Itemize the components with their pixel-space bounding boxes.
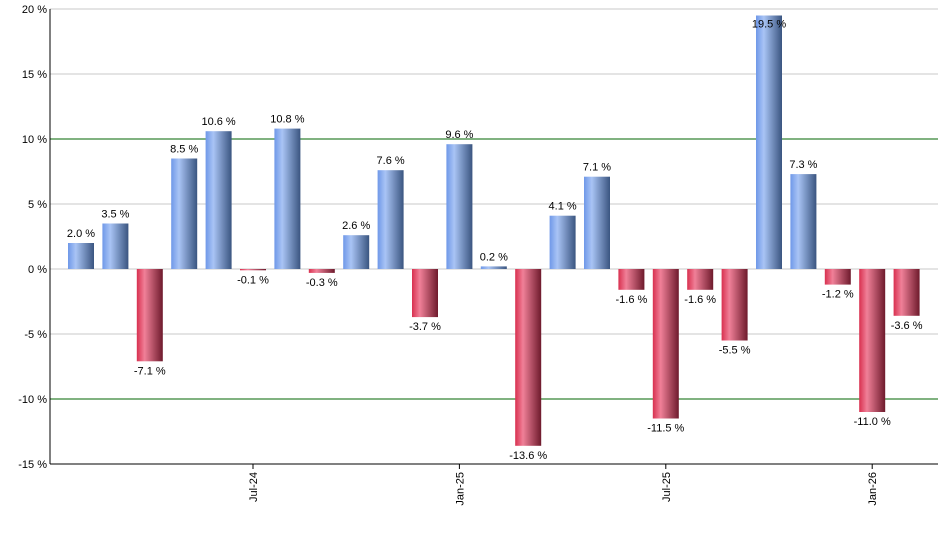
bar (859, 269, 886, 412)
data-label: 2.0 % (67, 228, 95, 240)
bar (136, 269, 163, 362)
data-label: 9.6 % (445, 129, 473, 141)
data-label: 7.3 % (789, 159, 817, 171)
bar (618, 269, 645, 290)
bar (721, 269, 748, 341)
data-label: 19.5 % (752, 19, 786, 31)
data-label: 7.6 % (377, 155, 405, 167)
bar (205, 131, 232, 269)
bar (171, 158, 198, 269)
data-label: -3.7 % (409, 321, 441, 333)
bar (584, 176, 610, 269)
bar (446, 144, 473, 269)
bar (343, 235, 370, 269)
bar (102, 223, 129, 269)
bars (68, 15, 920, 446)
y-tick-label: 15 % (22, 69, 47, 81)
y-tick-label: -10 % (18, 394, 47, 406)
axes: 20 % 15 % 10 % 5 % 0 % -5 % -10 % -15 % Jul-24 Ja… (18, 4, 938, 506)
x-tick-label: Jan-26 (867, 472, 879, 506)
data-label: -13.6 % (509, 450, 547, 462)
bar (824, 269, 851, 285)
data-label: -3.6 % (891, 320, 923, 332)
bar (549, 215, 576, 269)
data-label: -0.3 % (306, 277, 338, 289)
data-label: -1.6 % (616, 294, 648, 306)
data-label: -1.2 % (822, 289, 854, 301)
bar (377, 170, 404, 269)
data-label: -0.1 % (237, 274, 269, 286)
x-tick-label: Jan-25 (454, 472, 466, 506)
bar (412, 269, 438, 318)
bar (790, 174, 817, 269)
bar (893, 269, 920, 316)
data-label: 8.5 % (170, 144, 198, 156)
data-label: -5.5 % (719, 345, 751, 357)
y-tick-label: 0 % (28, 264, 47, 276)
data-label: 3.5 % (101, 209, 129, 221)
data-label: -11.5 % (647, 423, 684, 435)
data-label: 2.6 % (342, 220, 370, 232)
data-label: -1.6 % (684, 294, 716, 306)
bar (240, 269, 266, 271)
data-label: -11.0 % (854, 416, 891, 428)
x-tick-label: Jul-25 (661, 472, 673, 502)
y-tick-label: -5 % (24, 329, 47, 341)
bar (274, 128, 301, 269)
data-label: 10.6 % (201, 116, 235, 128)
y-tick-label: -15 % (18, 459, 47, 471)
data-label: 7.1 % (583, 162, 611, 174)
bar (756, 15, 782, 269)
y-tick-label: 10 % (22, 134, 47, 146)
data-labels: 2.0 % 3.5 % -7.1 % 8.5 % 10.6 % -0.1 % 10.8 % -… (67, 19, 923, 462)
bar (480, 266, 507, 269)
y-tick-label: 20 % (22, 4, 47, 16)
bar (687, 269, 714, 290)
data-label: 0.2 % (480, 251, 508, 263)
data-label: 4.1 % (549, 201, 577, 213)
data-label: -7.1 % (134, 365, 166, 377)
bar (515, 269, 542, 446)
bar (652, 269, 679, 419)
x-tick-label: Jul-24 (248, 472, 260, 502)
bar (308, 269, 335, 273)
y-tick-label: 5 % (28, 199, 47, 211)
bar (68, 243, 94, 269)
data-label: 10.8 % (270, 114, 304, 126)
